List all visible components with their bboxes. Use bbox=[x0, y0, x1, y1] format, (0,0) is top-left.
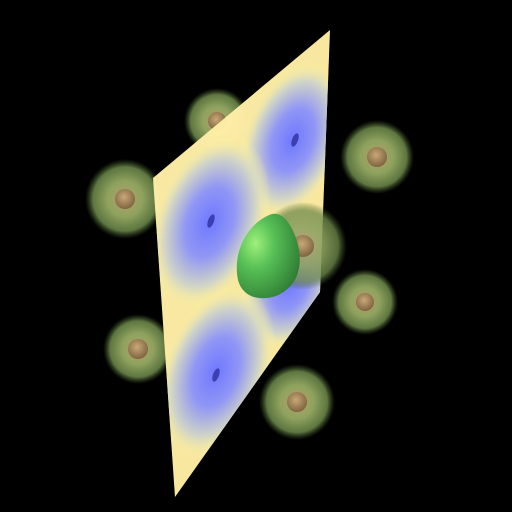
orbital-node-marker bbox=[291, 133, 299, 147]
atom-sphere bbox=[332, 269, 398, 335]
orbital-node-marker bbox=[207, 214, 215, 228]
atom-sphere bbox=[259, 364, 335, 440]
atom-sphere bbox=[340, 120, 414, 194]
central-orbital-lobe bbox=[236, 213, 300, 299]
orbital-node-marker bbox=[212, 368, 220, 382]
atom-sphere bbox=[85, 159, 165, 239]
atom-group-back bbox=[85, 88, 414, 440]
atom-sphere bbox=[103, 314, 173, 384]
